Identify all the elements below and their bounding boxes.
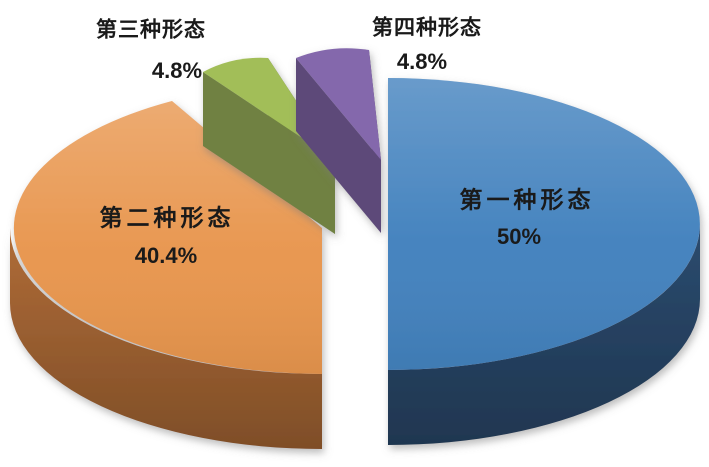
- pie-slice-4-top[interactable]: [296, 48, 381, 161]
- label-slice-1-name: 第一种形态: [459, 186, 595, 213]
- label-slice-3-percent: 4.8%: [151, 58, 203, 83]
- label-slice-2-name: 第二种形态: [99, 204, 235, 231]
- label-slice-4-percent: 4.8%: [396, 49, 448, 74]
- label-slice-1-percent: 50%: [496, 224, 542, 249]
- pie-slice-group-1: [388, 78, 700, 445]
- pie-slice-4-side-left[interactable]: [296, 58, 381, 233]
- label-slice-3-name: 第三种形态: [96, 18, 206, 42]
- label-slice-2-percent: 40.4%: [134, 243, 198, 268]
- pie-slice-group-4: [296, 48, 381, 233]
- label-slice-4-name: 第四种形态: [372, 16, 482, 40]
- pie-slice-3-side-left[interactable]: [203, 72, 335, 234]
